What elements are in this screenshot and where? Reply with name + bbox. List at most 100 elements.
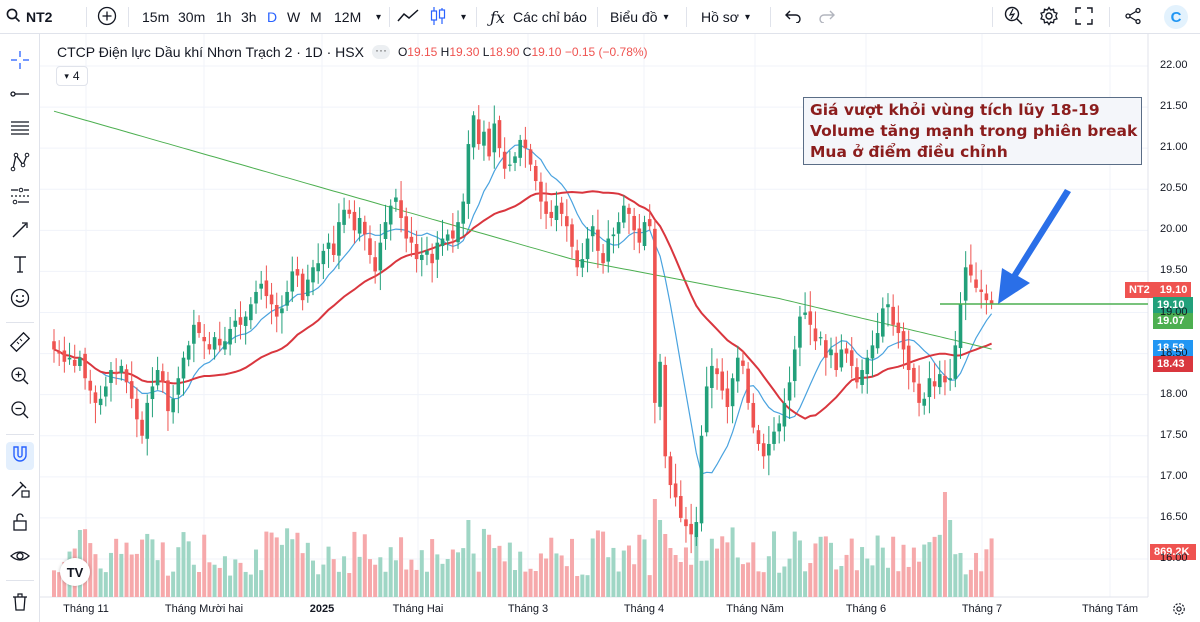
lock-drawings-toggle[interactable]	[6, 510, 34, 538]
time-tick-label: Tháng Tám	[1081, 603, 1139, 615]
profile-button[interactable]: Hồ sơ ▾	[701, 0, 750, 34]
compare-symbol-button[interactable]	[97, 0, 117, 34]
interval-w[interactable]: W	[287, 9, 301, 25]
volume-bar	[777, 572, 782, 597]
candle-body	[280, 308, 284, 314]
candle-body	[435, 242, 440, 260]
annotation-note[interactable]: Giá vượt khỏi vùng tích lũy 18-19 Volume…	[803, 97, 1142, 165]
measure-tool[interactable]	[6, 330, 34, 358]
app-logo-icon[interactable]: C	[1164, 5, 1188, 29]
candle-body	[52, 341, 56, 350]
price-tick-label: 19.50	[1160, 264, 1188, 277]
interval-30m[interactable]: 30m	[178, 9, 206, 25]
brush-tool[interactable]	[6, 218, 34, 246]
candle-body	[223, 341, 227, 350]
volume-bar	[316, 574, 321, 597]
volume-bar	[559, 555, 564, 597]
crosshair-tool[interactable]	[6, 48, 34, 76]
hide-drawings-toggle[interactable]	[6, 544, 34, 572]
price-chart[interactable]	[40, 34, 1200, 622]
zoom-in-tool[interactable]	[6, 364, 34, 392]
zoom-out-tool[interactable]	[6, 398, 34, 426]
candle-body	[896, 322, 901, 334]
text-icon	[9, 253, 31, 280]
volume-bar	[254, 549, 259, 597]
gear-icon	[1039, 5, 1059, 29]
volume-bar	[704, 560, 709, 597]
quick-search-button[interactable]	[1004, 0, 1024, 34]
volume-bar	[585, 575, 590, 597]
annotation-line-1: Giá vượt khỏi vùng tích lũy 18-19	[810, 101, 1100, 119]
volume-bar	[362, 534, 367, 597]
interval-3h[interactable]: 3h	[241, 9, 257, 25]
indicators-button[interactable]: ƒx Các chỉ báo	[490, 0, 587, 34]
volume-bar	[891, 536, 896, 597]
candle-body	[269, 294, 274, 305]
indicators-collapse-button[interactable]: ▾ 4	[56, 66, 88, 86]
candlestick-icon	[430, 6, 446, 29]
horizontal-lines-tool[interactable]	[6, 116, 34, 144]
candle-body	[378, 242, 383, 271]
candle-body	[917, 383, 921, 403]
axis-settings-button[interactable]	[1172, 602, 1186, 621]
candle-body	[912, 367, 916, 383]
symbol-price-tag: NT2 19.10	[1125, 282, 1192, 298]
volume-bar	[683, 547, 688, 597]
trend-line-tool[interactable]	[6, 82, 34, 110]
interval-m[interactable]: M	[310, 9, 322, 25]
candle-body	[67, 357, 72, 360]
candle-body	[160, 371, 165, 383]
candle-body	[570, 224, 574, 247]
pattern-tool[interactable]	[6, 150, 34, 178]
remove-drawings-button[interactable]	[6, 590, 34, 618]
volume-bar	[663, 534, 668, 597]
interval-dropdown-button[interactable]: ▾	[370, 0, 381, 34]
text-tool[interactable]	[6, 252, 34, 280]
chart-type-candles-button[interactable]	[430, 0, 446, 34]
volume-bar	[927, 542, 932, 597]
undo-button[interactable]	[784, 0, 802, 34]
redo-button[interactable]	[818, 0, 836, 34]
search-icon	[6, 8, 21, 26]
share-icon	[1124, 7, 1142, 28]
interval-1h[interactable]: 1h	[216, 9, 232, 25]
smiley-icon	[9, 287, 31, 314]
candle-body	[549, 211, 554, 219]
candle-body	[611, 234, 616, 237]
forecast-tool[interactable]	[6, 184, 34, 212]
interval-d[interactable]: D	[267, 9, 278, 25]
symbol-search-button[interactable]: NT2	[6, 0, 52, 34]
volume-bar	[803, 571, 808, 597]
symbol-tag-text: NT2	[1129, 284, 1150, 296]
volume-bar	[533, 571, 538, 597]
divider	[6, 322, 34, 323]
volume-bar	[885, 567, 890, 597]
legend-more-icon[interactable]: ···	[371, 44, 390, 59]
candle-body	[399, 200, 403, 219]
magnet-mode-toggle[interactable]	[6, 442, 34, 470]
candle-body	[870, 345, 875, 359]
chart-type-dropdown-button[interactable]: ▾	[455, 0, 466, 34]
interval-12m[interactable]: 12M	[334, 9, 362, 25]
time-tick-label: Tháng Mười hai	[164, 603, 244, 615]
candle-body	[414, 244, 419, 260]
interval-15m[interactable]: 15m	[142, 9, 170, 25]
volume-bar	[518, 551, 523, 597]
chart-layout-button[interactable]: Biểu đồ ▾	[610, 0, 669, 34]
time-tick-label: Tháng Năm	[726, 603, 784, 615]
settings-button[interactable]	[1039, 0, 1059, 34]
volume-bar	[829, 542, 833, 597]
tradingview-logo-icon[interactable]: TV	[60, 558, 90, 586]
annotation-line-2: Volume tăng mạnh trong phiên break	[810, 122, 1138, 140]
divider	[1109, 7, 1110, 27]
stay-in-drawing-mode-toggle[interactable]	[6, 476, 34, 504]
share-button[interactable]	[1124, 0, 1142, 34]
legend-h-label: H	[440, 45, 450, 59]
gear-icon	[1172, 603, 1186, 620]
volume-bar	[331, 559, 336, 597]
volume-bar	[937, 534, 942, 597]
candle-body	[119, 365, 124, 373]
chart-type-line-button[interactable]	[397, 0, 419, 34]
fullscreen-button[interactable]	[1075, 0, 1093, 34]
emoji-tool[interactable]	[6, 286, 34, 314]
